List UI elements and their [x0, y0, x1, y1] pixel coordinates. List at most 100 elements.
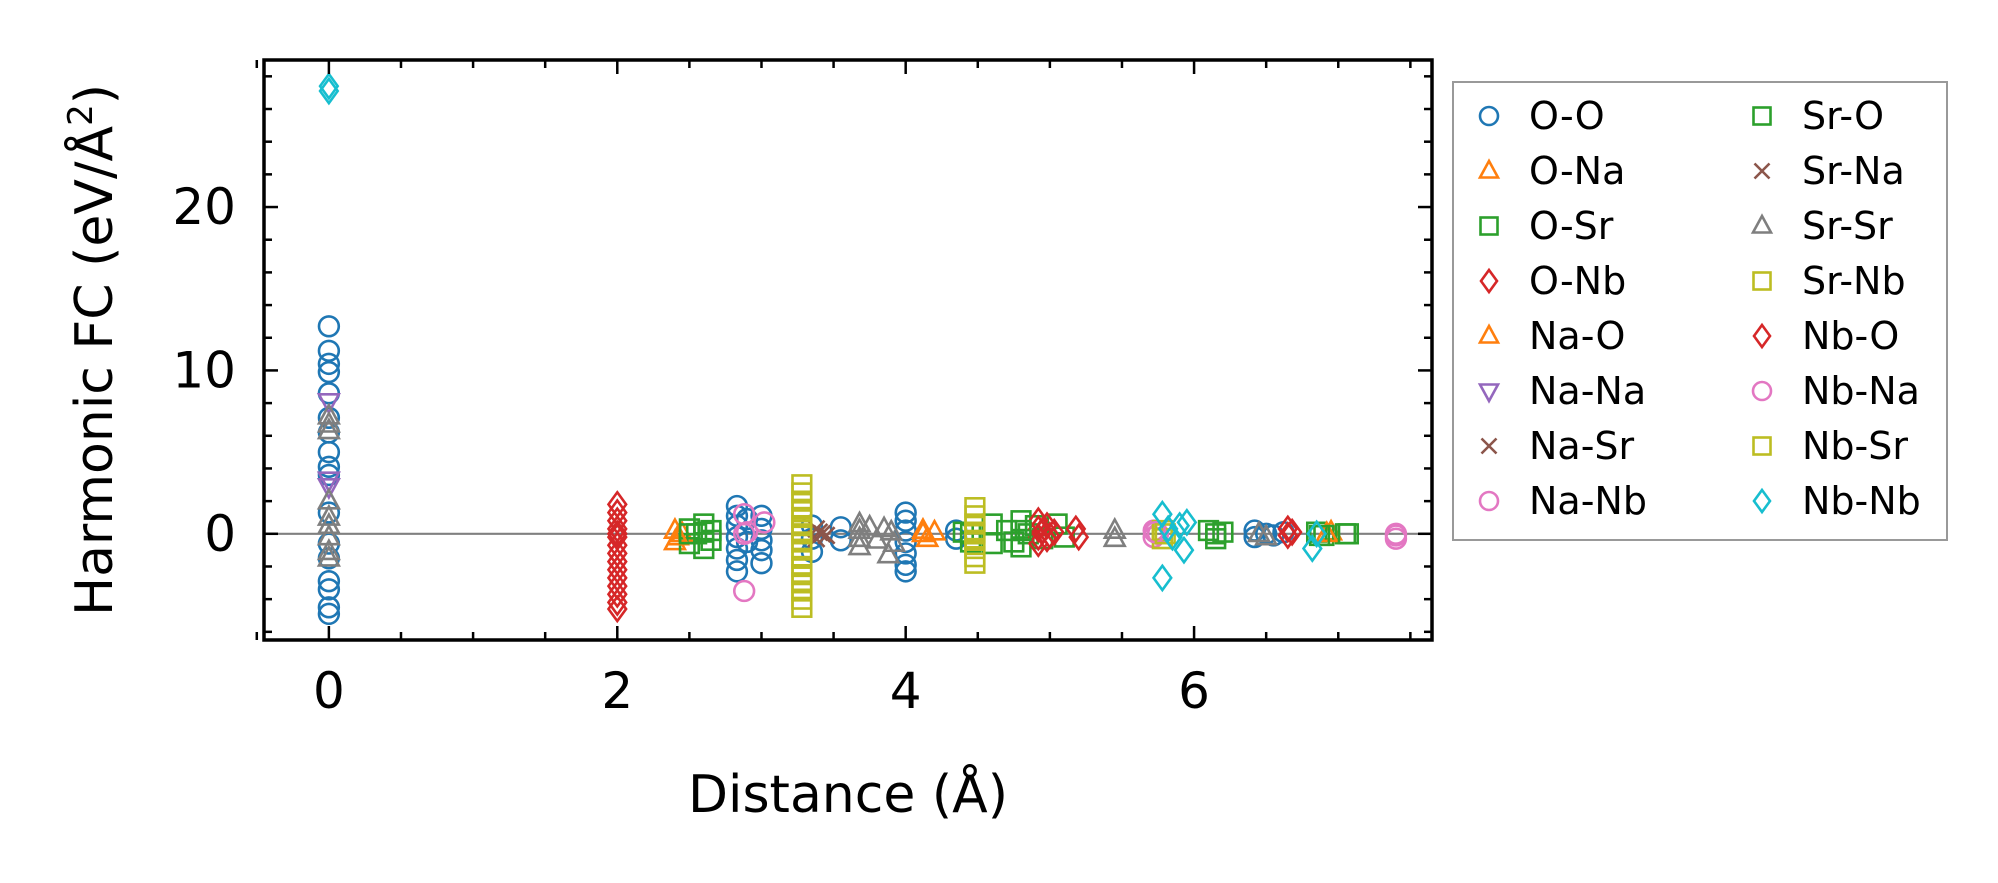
x-tick-label: 4 [890, 662, 922, 720]
legend-item: Sr-O [1752, 94, 1884, 138]
x-axis: 0 2 4 6 [255, 60, 1412, 720]
data-point [964, 523, 986, 545]
data-point [1212, 521, 1234, 543]
data-point [317, 569, 341, 593]
data-point [1277, 521, 1299, 550]
legend-marker [1750, 213, 1774, 234]
legend-frame [1452, 81, 1948, 541]
data-point [1205, 523, 1227, 545]
data-point [791, 519, 813, 542]
data-point [732, 579, 756, 603]
series-na-na [316, 393, 341, 501]
data-point [317, 578, 341, 601]
data-point [1337, 523, 1360, 545]
data-point [316, 417, 341, 440]
data-point [882, 529, 907, 553]
data-point [317, 339, 341, 363]
legend-marker [1477, 323, 1501, 344]
data-point [316, 511, 341, 535]
data-point [318, 71, 340, 101]
data-point [894, 509, 917, 532]
legend-item: Na-Nb [1478, 479, 1647, 523]
data-point [678, 523, 701, 545]
y-tick-label: 10 [172, 341, 236, 399]
series-na-o [665, 518, 1339, 546]
data-point [317, 406, 341, 430]
data-point [753, 511, 776, 534]
data-point [1306, 519, 1328, 549]
data-point [876, 541, 901, 564]
data-point [317, 315, 341, 338]
series-nb-o [606, 516, 1303, 550]
legend-label: Sr-Nb [1802, 259, 1906, 303]
y-tick-label: 0 [204, 505, 236, 563]
data-point [606, 579, 628, 609]
data-point [894, 553, 917, 577]
data-point [317, 352, 341, 376]
data-point [1173, 535, 1195, 565]
legend-marker [1751, 380, 1773, 402]
data-point [1277, 514, 1299, 544]
data-point [316, 544, 341, 567]
legend-label: Nb-O [1802, 314, 1899, 358]
data-point [316, 410, 341, 433]
legend-item: Na-Na [1477, 369, 1646, 413]
legend-item: O-O [1478, 94, 1605, 138]
legend-item: Nb-Nb [1752, 479, 1921, 523]
data-point [735, 520, 759, 544]
data-point [922, 518, 947, 541]
data-point [316, 523, 341, 546]
data-point [817, 526, 836, 545]
legend-marker [1752, 106, 1772, 126]
data-point [606, 594, 628, 624]
legend-item: Sr-Sr [1750, 204, 1893, 248]
data-point [847, 510, 872, 533]
legend-item: O-Sr [1479, 204, 1614, 248]
data-point [1176, 508, 1198, 537]
legend-item: O-Na [1477, 149, 1625, 193]
legend-marker [1752, 271, 1772, 291]
data-point [915, 524, 940, 548]
y-axis-label: Harmonic FC (eV/Å2) [61, 84, 125, 616]
legend-item: O-Nb [1479, 259, 1626, 303]
y-axis: 0 10 20 [172, 75, 1432, 634]
data-point [317, 440, 341, 464]
data-point [1065, 514, 1087, 544]
data-point [847, 524, 872, 548]
series-o-nb [606, 490, 1299, 624]
legend-marker [1477, 158, 1501, 179]
legend-marker [1478, 105, 1500, 127]
legend-marker [1753, 162, 1771, 180]
data-point [318, 76, 340, 106]
legend-label: Na-Na [1529, 369, 1646, 413]
data-point [750, 552, 773, 575]
legend-label: O-O [1529, 94, 1605, 138]
data-point [316, 393, 341, 416]
x-tick-label: 2 [601, 662, 633, 720]
legend-marker [1752, 436, 1772, 456]
series-nb-na [735, 520, 1408, 547]
legend-marker [1478, 490, 1500, 512]
legend-label: O-Sr [1529, 204, 1614, 248]
legend-label: Na-Nb [1529, 479, 1647, 523]
data-point [317, 455, 341, 479]
legend-label: Sr-O [1802, 94, 1884, 138]
data-point [317, 596, 341, 619]
series-sr-na [809, 522, 836, 545]
legend-label: Sr-Sr [1802, 204, 1893, 248]
x-tick-label: 6 [1178, 662, 1210, 720]
data-point [1254, 523, 1279, 546]
data-point [1102, 524, 1127, 548]
legend-label: Na-Sr [1529, 424, 1635, 468]
legend: O-O O-Na O-Sr O-Nb Na-O Na-Na Na-Sr Na-Nb Sr-O Sr… [1452, 81, 1948, 541]
data-point [316, 471, 341, 494]
legend-item: Nb-Sr [1752, 424, 1908, 468]
y-axis-label-close: ) [65, 84, 125, 104]
data-point [316, 538, 341, 561]
series-sr-sr [316, 402, 1279, 567]
legend-label: Nb-Nb [1802, 479, 1921, 523]
data-point [847, 533, 872, 556]
legend-label: Nb-Sr [1802, 424, 1908, 468]
data-point [317, 602, 341, 626]
